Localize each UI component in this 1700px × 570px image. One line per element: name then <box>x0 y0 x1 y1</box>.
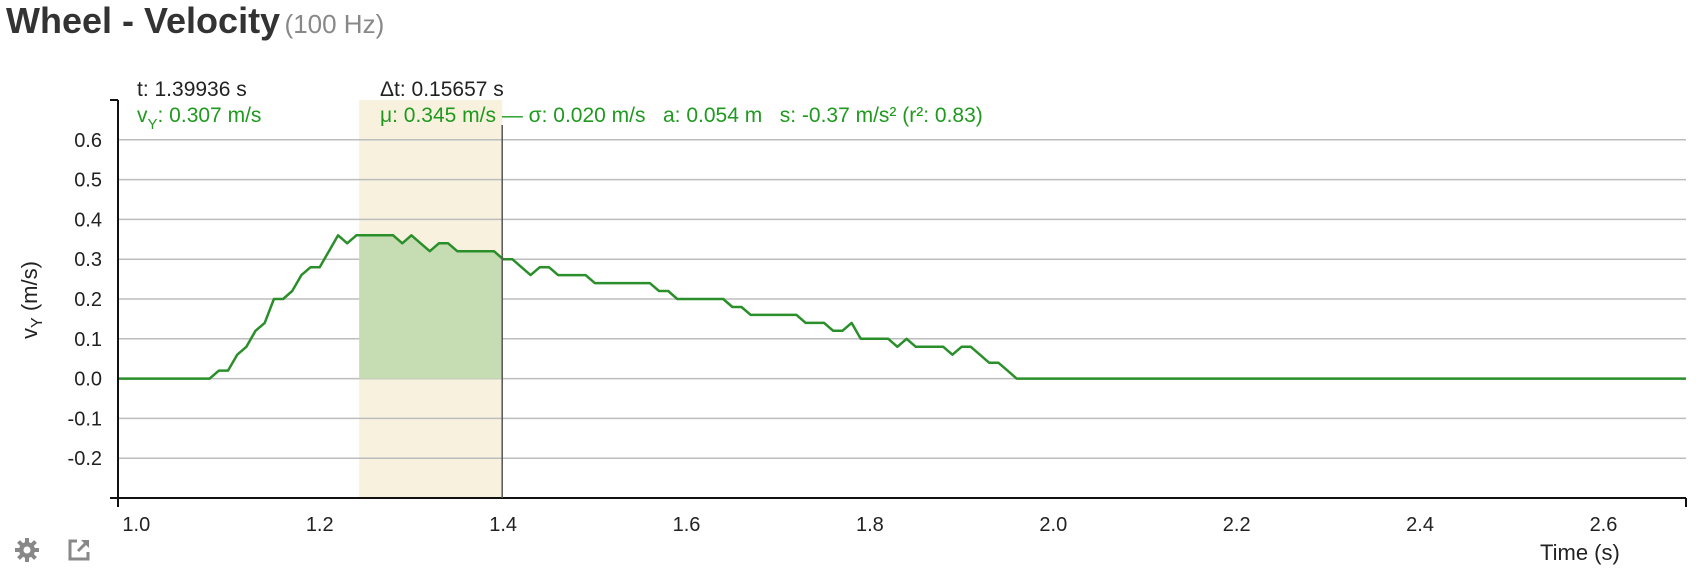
chart-title: Wheel - Velocity <box>6 0 281 41</box>
x-tick-label: 1.2 <box>306 514 334 536</box>
x-tick-label: 2.6 <box>1590 514 1618 536</box>
x-tick-label: 1.4 <box>489 514 517 536</box>
x-tick-label: 1.0 <box>122 514 150 536</box>
y-tick-label: 0.4 <box>74 209 102 231</box>
y-tick-label: 0.6 <box>74 130 102 152</box>
external-link-icon[interactable] <box>64 535 94 565</box>
y-tick-label: 0.0 <box>74 369 102 391</box>
y-tick-label: -0.2 <box>68 448 102 470</box>
cursor-time-readout: t: 1.39936 s <box>137 78 247 101</box>
cursor-value-readout: vY: 0.307 m/s <box>137 104 261 133</box>
y-tick-label: 0.1 <box>74 329 102 351</box>
y-tick-label: 0.3 <box>74 249 102 271</box>
y-axis-title: vY (m/s) <box>17 261 46 339</box>
y-tick-label: -0.1 <box>68 408 102 430</box>
x-tick-label: 1.8 <box>856 514 884 536</box>
x-axis-title: Time (s) <box>1540 540 1620 565</box>
x-tick-label: 2.4 <box>1406 514 1434 536</box>
y-tick-label: 0.5 <box>74 170 102 192</box>
x-tick-label: 1.6 <box>673 514 701 536</box>
selection-area-fill <box>359 235 503 379</box>
velocity-series-line <box>118 234 1686 380</box>
chart-header: Wheel - Velocity (100 Hz) <box>6 0 384 44</box>
x-tick-label: 2.0 <box>1039 514 1067 536</box>
gear-icon[interactable] <box>12 535 42 565</box>
y-tick-label: 0.2 <box>74 289 102 311</box>
sample-rate: (100 Hz) <box>284 9 385 39</box>
selection-stats-readout: μ: 0.345 m/s — σ: 0.020 m/s a: 0.054 m s… <box>380 104 983 127</box>
selection-duration-readout: Δt: 0.15657 s <box>380 78 504 101</box>
x-tick-label: 2.2 <box>1223 514 1251 536</box>
